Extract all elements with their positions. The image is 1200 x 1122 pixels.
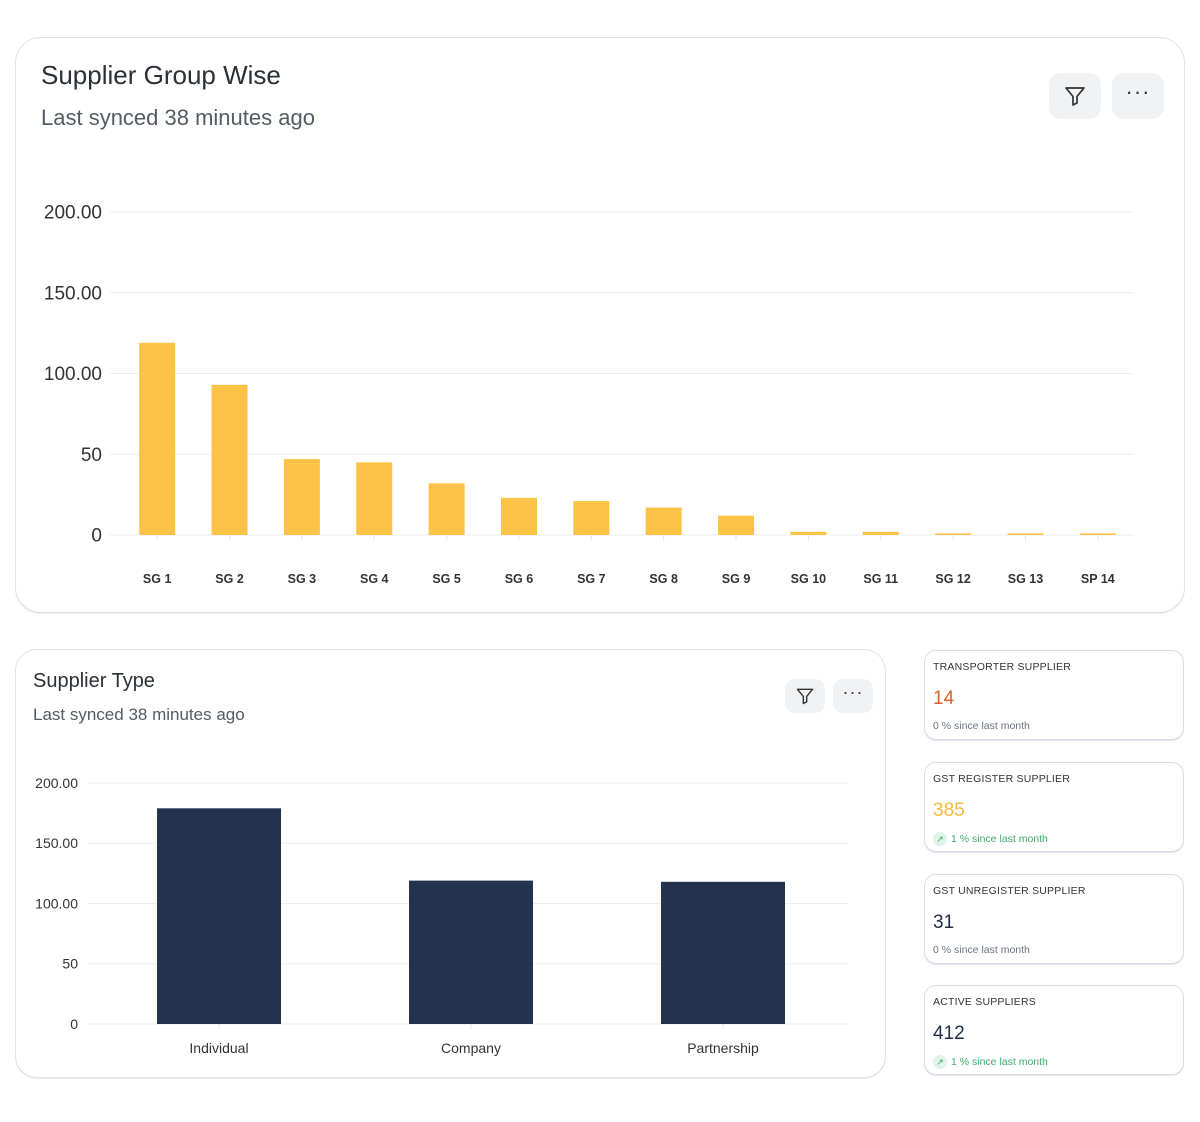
x-tick-label: SG 8 xyxy=(649,572,678,586)
bar[interactable] xyxy=(500,497,537,535)
x-tick-label: Company xyxy=(441,1040,501,1056)
x-tick-label: SG 3 xyxy=(288,572,317,586)
bar[interactable] xyxy=(1079,533,1116,535)
bar[interactable] xyxy=(157,808,281,1024)
supplier-type-card: Supplier Type Last synced 38 minutes ago… xyxy=(15,649,886,1078)
stat-change-text: 0 % since last month xyxy=(933,720,1030,732)
x-tick-label: SG 2 xyxy=(215,572,244,586)
y-tick-label: 100.00 xyxy=(44,364,102,385)
stat-change-text: 1 % since last month xyxy=(951,833,1048,845)
x-tick-label: SG 9 xyxy=(722,572,751,586)
stat-change: ↗ 1 % since last month xyxy=(933,832,1048,846)
filter-icon xyxy=(1065,87,1085,106)
bar[interactable] xyxy=(935,533,972,535)
filter-button[interactable] xyxy=(1049,73,1101,119)
x-tick-label: SG 1 xyxy=(143,572,172,586)
y-tick-label: 50 xyxy=(62,956,78,972)
stat-card-gst-register-supplier[interactable]: GST REGISTER SUPPLIER 385 ↗ 1 % since las… xyxy=(924,762,1184,852)
bar[interactable] xyxy=(283,459,320,535)
y-tick-label: 150.00 xyxy=(35,835,78,851)
x-tick-label: Individual xyxy=(189,1040,248,1056)
more-options-button[interactable]: ··· xyxy=(1112,73,1164,119)
x-tick-label: Partnership xyxy=(687,1040,759,1056)
more-options-button[interactable]: ··· xyxy=(833,679,873,713)
card-title: Supplier Group Wise xyxy=(41,60,281,90)
stat-card-active-suppliers[interactable]: ACTIVE SUPPLIERS 412 ↗ 1 % since last mon… xyxy=(924,985,1184,1075)
stat-change-text: 0 % since last month xyxy=(933,944,1030,956)
supplier-group-bar-chart: 0 50 100.00 150.00 200.00 SG 1 SG 2 SG 3 SG 4 SG … xyxy=(44,203,1134,586)
bar[interactable] xyxy=(790,531,827,535)
y-tick-label: 200.00 xyxy=(44,203,102,224)
stat-label: ACTIVE SUPPLIERS xyxy=(933,996,1036,1008)
stat-label: GST UNREGISTER SUPPLIER xyxy=(933,885,1086,897)
x-tick-label: SG 7 xyxy=(577,572,606,586)
x-tick-label: SG 10 xyxy=(791,572,826,586)
x-tick-label: SG 11 xyxy=(863,572,898,586)
stat-change: 0 % since last month xyxy=(933,944,1030,956)
bar[interactable] xyxy=(661,881,785,1024)
stat-card-transporter-supplier[interactable]: TRANSPORTER SUPPLIER 14 0 % since last m… xyxy=(924,650,1184,740)
y-tick-label: 150.00 xyxy=(44,283,102,304)
x-tick-label: SG 13 xyxy=(1008,572,1043,586)
stat-change: ↗ 1 % since last month xyxy=(933,1055,1048,1069)
bar[interactable] xyxy=(139,342,176,535)
stat-value: 31 xyxy=(933,912,955,933)
x-tick-label: SG 12 xyxy=(935,572,970,586)
x-tick-label: SG 4 xyxy=(360,572,389,586)
x-tick-label: SP 14 xyxy=(1081,572,1115,586)
stat-label: TRANSPORTER SUPPLIER xyxy=(933,661,1072,673)
stat-value: 412 xyxy=(933,1023,965,1044)
card-title: Supplier Type xyxy=(33,670,155,692)
bar[interactable] xyxy=(211,384,248,535)
y-tick-label: 50 xyxy=(81,445,102,466)
bar[interactable] xyxy=(1007,533,1044,535)
last-synced-text: Last synced 38 minutes ago xyxy=(41,105,315,130)
y-tick-label: 200.00 xyxy=(35,775,78,791)
bar[interactable] xyxy=(409,880,533,1024)
bar[interactable] xyxy=(573,501,610,535)
y-tick-label: 0 xyxy=(70,1016,78,1032)
stat-value: 385 xyxy=(933,800,965,821)
x-tick-label: SG 5 xyxy=(432,572,461,586)
supplier-group-card: Supplier Group Wise Last synced 38 minut… xyxy=(15,37,1185,613)
x-tick-label: SG 6 xyxy=(505,572,534,586)
stat-value: 14 xyxy=(933,688,955,709)
bar[interactable] xyxy=(356,462,393,535)
y-tick-label: 0 xyxy=(91,526,102,547)
bar[interactable] xyxy=(645,507,682,535)
more-horizontal-icon: ··· xyxy=(842,682,864,702)
stat-change: 0 % since last month xyxy=(933,720,1030,732)
stat-change-text: 1 % since last month xyxy=(951,1056,1048,1068)
filter-button[interactable] xyxy=(785,679,825,713)
trend-up-icon: ↗ xyxy=(933,1055,947,1069)
y-tick-label: 100.00 xyxy=(35,895,78,911)
more-horizontal-icon: ··· xyxy=(1125,79,1151,104)
stat-card-gst-unregister-supplier[interactable]: GST UNREGISTER SUPPLIER 31 0 % since las… xyxy=(924,874,1184,964)
last-synced-text: Last synced 38 minutes ago xyxy=(33,705,245,724)
trend-up-icon: ↗ xyxy=(933,832,947,846)
bar[interactable] xyxy=(862,531,899,535)
supplier-type-bar-chart: 0 50 100.00 150.00 200.00 Individual Company Pa… xyxy=(35,775,849,1056)
filter-icon xyxy=(796,688,814,705)
bar[interactable] xyxy=(428,483,465,535)
bar[interactable] xyxy=(718,515,755,535)
stat-label: GST REGISTER SUPPLIER xyxy=(933,773,1071,785)
